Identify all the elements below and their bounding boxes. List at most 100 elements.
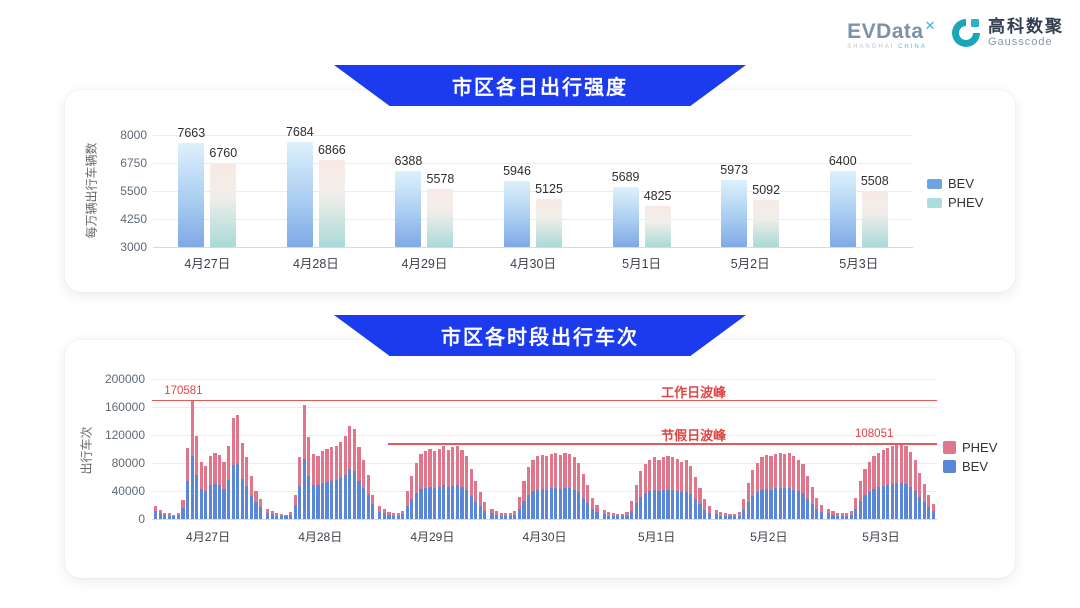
phev-segment — [666, 456, 670, 490]
stacked-bar — [254, 491, 258, 519]
phev-segment — [284, 514, 288, 517]
phev-segment — [796, 459, 801, 491]
phev-segment — [854, 498, 858, 510]
phev-segment — [382, 509, 387, 514]
y-tick-label: 120000 — [104, 428, 145, 442]
phev-segment — [526, 466, 531, 495]
phev-segment — [629, 500, 634, 511]
stacked-bar — [881, 450, 885, 519]
stacked-bar — [185, 448, 190, 519]
gausscode-logo: 高科数聚 Gausscode — [950, 17, 1064, 49]
legend-item-bev[interactable]: BEV — [943, 459, 997, 474]
phev-segment — [494, 511, 499, 515]
phev-bar: 6760 — [209, 146, 237, 247]
stacked-bar — [167, 513, 171, 519]
phev-segment — [208, 456, 212, 486]
x-axis-label: 5月3日 — [839, 257, 879, 271]
x-axis-label: 5月3日 — [862, 530, 900, 544]
stacked-bar — [890, 446, 894, 519]
bev-segment — [316, 485, 320, 519]
bev-segment — [769, 489, 773, 519]
bev-segment — [737, 515, 741, 519]
stacked-bar — [176, 512, 180, 519]
phev-segment — [302, 404, 306, 459]
bar-group: 5946 5125 — [479, 135, 588, 247]
phev-segment — [446, 449, 450, 487]
legend-item-phev[interactable]: PHEV — [927, 195, 983, 210]
phev-segment — [877, 452, 881, 487]
bev-segment — [707, 512, 711, 519]
phev-segment — [661, 457, 666, 491]
phev-segment — [531, 459, 535, 491]
phev-segment — [464, 456, 469, 491]
bev-segment — [490, 513, 494, 519]
phev-segment — [549, 453, 553, 489]
bev-segment — [208, 485, 212, 519]
phev-segment — [751, 470, 755, 496]
phev-segment — [181, 500, 185, 508]
stacked-bar — [810, 486, 814, 519]
stacked-bar — [522, 480, 526, 519]
bev-segment — [451, 486, 455, 519]
phev-segment — [176, 512, 180, 515]
gridline — [152, 463, 937, 464]
stacked-bar — [240, 443, 244, 519]
stacked-bar — [737, 512, 741, 519]
phev-segment — [657, 459, 661, 491]
x-axis-label: 5月1日 — [622, 257, 662, 271]
bev-segment — [719, 515, 723, 519]
stacked-bar — [918, 472, 922, 519]
stacked-bar — [684, 460, 688, 519]
phev-segment — [783, 453, 787, 489]
phev-segment — [217, 455, 222, 486]
phev-segment — [558, 454, 563, 489]
gridline — [152, 519, 937, 520]
phev-segment — [858, 480, 862, 501]
stacked-bar — [840, 513, 844, 519]
phev-segment — [927, 494, 931, 508]
stacked-bar — [611, 513, 615, 519]
stacked-bar — [414, 463, 418, 519]
bev-segment — [284, 516, 288, 519]
bev-segment — [343, 474, 347, 519]
phev-segment — [581, 474, 585, 498]
phev-segment — [483, 502, 487, 511]
stacked-bar — [904, 446, 908, 519]
bev-segment — [723, 516, 728, 519]
day-group — [376, 379, 488, 519]
stacked-bar — [680, 461, 684, 519]
stacked-bar — [284, 514, 288, 519]
phev-segment — [567, 453, 572, 489]
stacked-bar — [499, 512, 503, 519]
bev-segment — [361, 487, 366, 519]
phev-segment — [258, 499, 263, 508]
stacked-bar — [158, 509, 162, 519]
stacked-bar — [698, 488, 702, 519]
stacked-bar — [602, 509, 606, 519]
stacked-bar — [334, 445, 338, 519]
phev-segment — [881, 450, 885, 487]
stacked-bar — [371, 494, 375, 519]
phev-segment — [719, 512, 723, 516]
bev-segment — [819, 512, 823, 519]
bev-segment — [499, 515, 503, 519]
stacked-bar — [629, 500, 634, 519]
phev-segment — [792, 456, 796, 490]
bev-segment — [611, 516, 615, 519]
bev-segment — [275, 515, 279, 519]
x-axis-label: 5月1日 — [637, 530, 676, 544]
bev-segment — [728, 516, 732, 519]
phev-segment — [536, 456, 540, 490]
stacked-bar — [835, 512, 840, 519]
stacked-bar — [433, 451, 437, 519]
bev-segment — [334, 479, 338, 519]
stacked-bar — [634, 485, 638, 519]
legend-item-phev[interactable]: PHEV — [943, 440, 997, 455]
phev-segment — [774, 453, 778, 489]
phev-segment — [742, 499, 746, 510]
bar-value-label: 5092 — [752, 183, 781, 198]
legend-item-bev[interactable]: BEV — [927, 176, 983, 191]
bev-segment — [826, 513, 831, 519]
bev-segment — [648, 491, 652, 519]
phev-segment — [270, 511, 274, 515]
